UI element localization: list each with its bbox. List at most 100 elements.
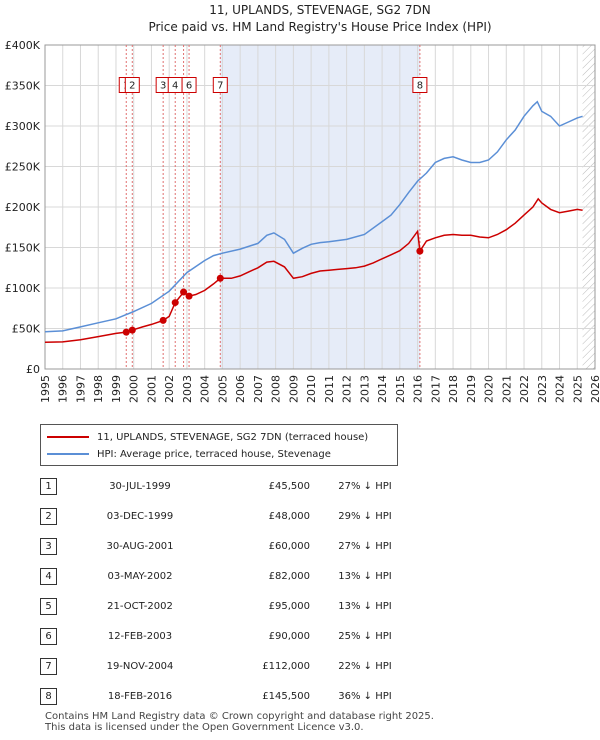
legend-swatch-hpi bbox=[47, 453, 89, 455]
sale-number-badge: 4 bbox=[40, 567, 57, 585]
x-tick-label: 2019 bbox=[465, 375, 478, 403]
sale-hpi-diff: 22% ↓ HPI bbox=[338, 660, 392, 672]
x-tick-label: 2004 bbox=[199, 375, 212, 403]
sale-number-badge: 2 bbox=[40, 507, 57, 525]
sale-hpi-diff: 13% ↓ HPI bbox=[338, 570, 392, 582]
sale-point bbox=[122, 328, 130, 336]
sale-point bbox=[159, 316, 167, 324]
x-tick-label: 2017 bbox=[429, 375, 442, 403]
sales-table: 1 30-JUL-1999 £45,500 27% ↓ HPI 2 03-DEC… bbox=[40, 471, 420, 711]
property-price-line bbox=[44, 197, 583, 344]
sale-number-badge: 6 bbox=[40, 627, 57, 645]
sale-number-box-label: 7 bbox=[217, 81, 223, 92]
sale-date: 19-NOV-2004 bbox=[106, 660, 174, 672]
table-row: 1 30-JUL-1999 £45,500 27% ↓ HPI bbox=[40, 471, 420, 501]
x-tick-label: 2014 bbox=[376, 375, 389, 403]
sale-point bbox=[180, 288, 188, 296]
sale-price: £145,500 bbox=[262, 690, 310, 702]
y-tick-label: £100K bbox=[5, 282, 41, 295]
sale-point bbox=[128, 326, 136, 334]
chart-legend: 11, UPLANDS, STEVENAGE, SG2 7DN (terrace… bbox=[40, 424, 398, 466]
x-tick-label: 2008 bbox=[270, 375, 283, 403]
sale-date: 18-FEB-2016 bbox=[107, 690, 173, 702]
table-row: 8 18-FEB-2016 £145,500 36% ↓ HPI bbox=[40, 681, 420, 711]
x-tick-label: 2022 bbox=[518, 375, 531, 403]
sale-date: 03-MAY-2002 bbox=[107, 570, 173, 582]
x-tick-label: 2016 bbox=[412, 375, 425, 403]
sale-number-badge: 1 bbox=[40, 477, 57, 495]
sale-number-box-label: 8 bbox=[417, 81, 423, 92]
legend-item-property: 11, UPLANDS, STEVENAGE, SG2 7DN (terrace… bbox=[47, 429, 368, 445]
x-tick-label: 2007 bbox=[252, 375, 265, 403]
sale-price: £60,000 bbox=[268, 540, 310, 552]
attribution-footer: Contains HM Land Registry data © Crown c… bbox=[45, 711, 434, 733]
footer-line-1: Contains HM Land Registry data © Crown c… bbox=[45, 711, 434, 722]
y-tick-label: £350K bbox=[5, 80, 41, 93]
sale-number-box bbox=[212, 77, 228, 93]
legend-label-hpi: HPI: Average price, terraced house, Stev… bbox=[97, 448, 331, 460]
x-tick-label: 1995 bbox=[39, 375, 52, 403]
x-tick-label: 2011 bbox=[323, 375, 336, 403]
sale-hpi-diff: 25% ↓ HPI bbox=[338, 630, 392, 642]
sale-number-badge: 8 bbox=[40, 687, 57, 705]
legend-label-property: 11, UPLANDS, STEVENAGE, SG2 7DN (terrace… bbox=[97, 431, 369, 443]
sale-price: £95,000 bbox=[268, 600, 310, 612]
sale-hpi-diff: 13% ↓ HPI bbox=[338, 600, 392, 612]
x-tick-label: 2023 bbox=[536, 375, 549, 403]
sale-hpi-diff: 27% ↓ HPI bbox=[338, 540, 392, 552]
y-tick-label: £250K bbox=[5, 161, 41, 174]
sale-number-badge: 7 bbox=[40, 657, 57, 675]
legend-swatch-property bbox=[47, 436, 89, 438]
sale-number-badge: 5 bbox=[40, 597, 57, 615]
plot-frame bbox=[44, 44, 596, 370]
sale-number-box-label: 6 bbox=[186, 81, 192, 92]
sale-number-box bbox=[412, 77, 428, 93]
y-tick-label: £0 bbox=[26, 363, 40, 376]
y-tick-label: £300K bbox=[5, 120, 41, 133]
x-tick-label: 2015 bbox=[394, 375, 407, 403]
x-tick-label: 2013 bbox=[358, 375, 371, 403]
sale-price: £90,000 bbox=[268, 630, 310, 642]
table-row: 7 19-NOV-2004 £112,000 22% ↓ HPI bbox=[40, 651, 420, 681]
y-tick-label: £50K bbox=[12, 323, 41, 336]
x-tick-label: 1998 bbox=[92, 375, 105, 403]
sale-hpi-diff: 27% ↓ HPI bbox=[338, 480, 392, 492]
x-tick-label: 1997 bbox=[74, 375, 87, 403]
sale-number-box bbox=[181, 77, 197, 93]
sale-point bbox=[416, 247, 424, 255]
sale-price: £48,000 bbox=[268, 510, 310, 522]
table-row: 2 03-DEC-1999 £48,000 29% ↓ HPI bbox=[40, 501, 420, 531]
x-tick-label: 2000 bbox=[128, 375, 141, 403]
sale-number-box-label: 2 bbox=[129, 81, 135, 92]
table-row: 5 21-OCT-2002 £95,000 13% ↓ HPI bbox=[40, 591, 420, 621]
sale-price: £82,000 bbox=[268, 570, 310, 582]
sale-hpi-diff: 29% ↓ HPI bbox=[338, 510, 392, 522]
x-tick-label: 2010 bbox=[305, 375, 318, 403]
x-tick-label: 2006 bbox=[234, 375, 247, 403]
x-tick-label: 2003 bbox=[181, 375, 194, 403]
price-chart: 11, UPLANDS, STEVENAGE, SG2 7DN Price pa… bbox=[5, 3, 600, 403]
x-tick-label: 1996 bbox=[57, 375, 70, 403]
sale-number-box bbox=[124, 77, 140, 93]
table-row: 3 30-AUG-2001 £60,000 27% ↓ HPI bbox=[40, 531, 420, 561]
sale-number-box-label: 4 bbox=[172, 81, 178, 92]
sale-price: £45,500 bbox=[268, 480, 310, 492]
table-row: 6 12-FEB-2003 £90,000 25% ↓ HPI bbox=[40, 621, 420, 651]
sale-point bbox=[216, 274, 224, 282]
sale-date: 21-OCT-2002 bbox=[107, 600, 173, 612]
sale-date: 30-JUL-1999 bbox=[109, 480, 171, 492]
x-tick-label: 2024 bbox=[554, 375, 567, 403]
footer-line-2: This data is licensed under the Open Gov… bbox=[45, 722, 364, 733]
x-tick-label: 2001 bbox=[145, 375, 158, 403]
x-tick-label: 2012 bbox=[341, 375, 354, 403]
x-tick-label: 2021 bbox=[500, 375, 513, 403]
x-tick-label: 2018 bbox=[447, 375, 460, 403]
x-tick-label: 2020 bbox=[483, 375, 496, 403]
table-row: 4 03-MAY-2002 £82,000 13% ↓ HPI bbox=[40, 561, 420, 591]
chart-title: 11, UPLANDS, STEVENAGE, SG2 7DN bbox=[209, 3, 431, 17]
sale-point bbox=[185, 292, 193, 300]
y-tick-label: £200K bbox=[5, 201, 41, 214]
x-tick-label: 2009 bbox=[287, 375, 300, 403]
y-tick-label: £400K bbox=[5, 39, 41, 52]
x-tick-label: 2005 bbox=[216, 375, 229, 403]
